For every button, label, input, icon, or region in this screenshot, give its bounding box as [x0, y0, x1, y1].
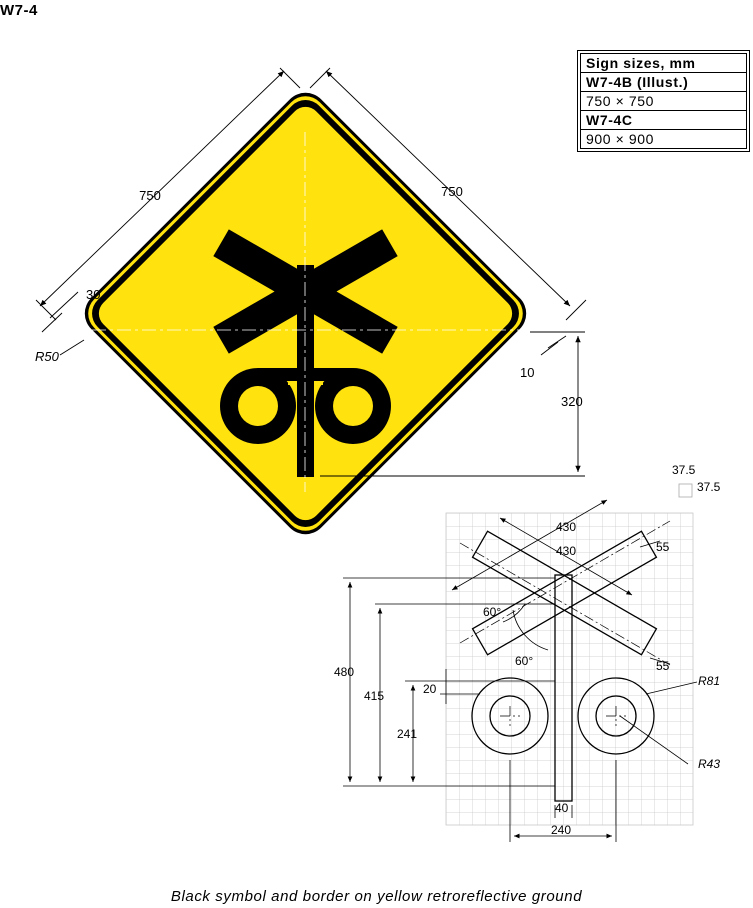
grid-scale-v: 37.5: [697, 480, 721, 494]
symbol-detail: 430 430 55 55 60° 60° 480 415 241 20 R81…: [334, 483, 720, 842]
dim-arm-width-1: 55: [656, 540, 670, 554]
grid-scale-legend: 37.5 37.5: [672, 463, 720, 494]
grid-scale-h: 37.5: [672, 463, 696, 477]
sizes-header: Sign sizes, mm: [581, 54, 746, 73]
dim-height-total: 480: [334, 665, 354, 679]
dim-height-wheels: 241: [397, 727, 417, 741]
dim-side-right: 750: [441, 184, 463, 199]
sign-sizes-table: Sign sizes, mm W7-4B (Illust.) 750 × 750…: [577, 50, 750, 152]
dim-gap: 20: [423, 682, 437, 696]
dim-post-width: 40: [555, 801, 569, 815]
dim-border-offset: 30: [86, 287, 100, 302]
dim-inner-radius: R43: [698, 757, 720, 771]
grid-scale-square: [678, 483, 693, 498]
dim-border-width: 10: [520, 365, 534, 380]
dim-arm-width-2: 55: [656, 659, 670, 673]
dim-corner-radius: R50: [35, 349, 60, 364]
warning-sign: [84, 92, 527, 535]
sign-code-title: W7-4: [0, 2, 38, 19]
size-row-code: W7-4B (Illust.): [581, 73, 746, 92]
dim-angle-1: 60°: [483, 605, 501, 619]
size-row-value: 750 × 750: [581, 92, 746, 111]
dim-angle-2: 60°: [515, 654, 533, 668]
dim-arm-length-2: 430: [556, 544, 576, 558]
size-row-value: 900 × 900: [586, 131, 655, 147]
dim-wheel-spacing: 240: [551, 823, 571, 837]
sign-dimension-lines: [35, 67, 587, 477]
size-row-code: W7-4C: [581, 111, 746, 130]
sign-caption: Black symbol and border on yellow retror…: [170, 888, 583, 905]
dim-height-cross: 415: [364, 689, 384, 703]
detail-dimension-lines: [343, 499, 698, 842]
dim-side-left: 750: [139, 188, 161, 203]
dim-center-offset: 320: [561, 394, 583, 409]
dim-arm-length-1: 430: [556, 520, 576, 534]
dim-outer-radius: R81: [698, 674, 720, 688]
